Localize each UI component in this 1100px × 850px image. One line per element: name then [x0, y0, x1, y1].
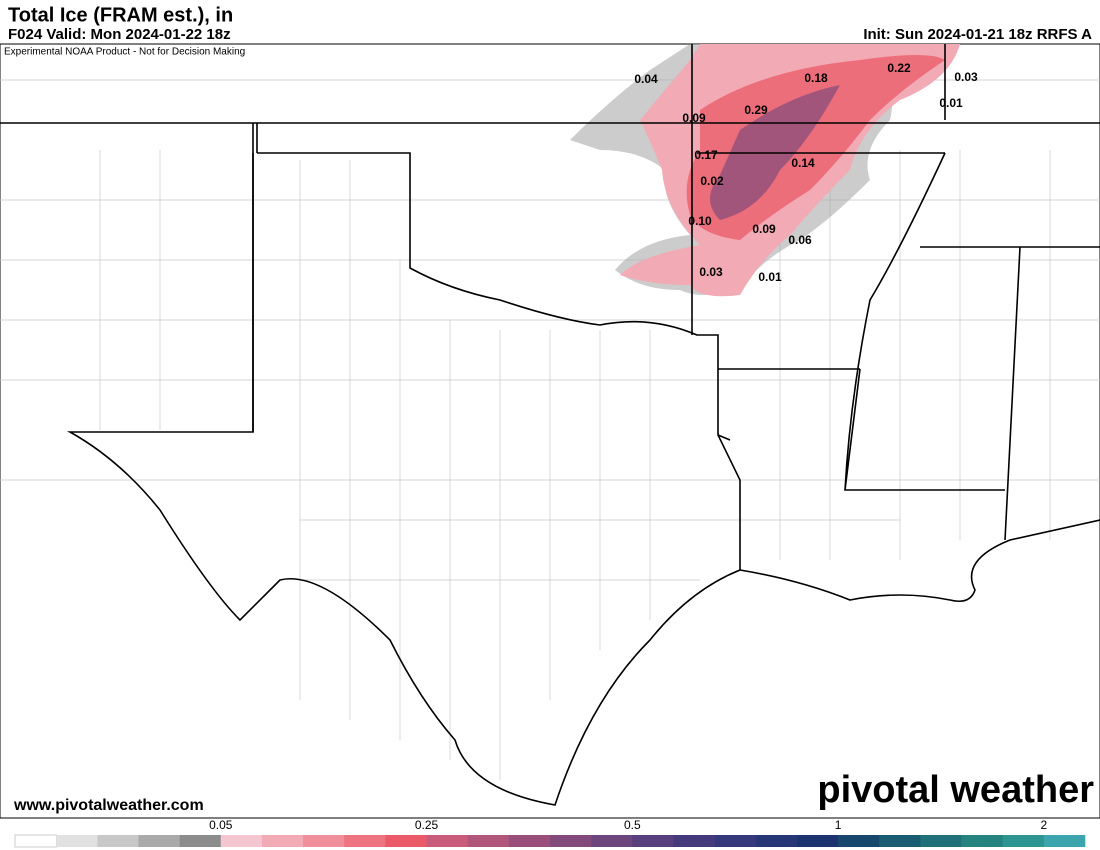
colorbar-swatch [303, 835, 345, 847]
colorbar-swatch [838, 835, 880, 847]
init-time: Init: Sun 2024-01-21 18z RRFS A [863, 26, 1092, 43]
colorbar-swatch [961, 835, 1003, 847]
colorbar-swatch [879, 835, 921, 847]
point-label: 0.18 [804, 71, 828, 85]
colorbar-swatch [344, 835, 386, 847]
colorbar-swatch [1043, 835, 1086, 847]
colorbar-swatch [14, 834, 57, 848]
point-label: 0.04 [634, 72, 658, 86]
colorbar-swatch [920, 835, 962, 847]
point-label: 0.17 [694, 148, 718, 162]
colorbar-swatch [220, 835, 263, 847]
point-label: 0.01 [758, 270, 782, 284]
colorbar-swatch [138, 835, 180, 847]
logo: pivotal weather [817, 769, 1094, 811]
colorbar-tick-label: 0.25 [415, 818, 439, 832]
colorbar-tick-label: 1 [835, 818, 842, 832]
point-label: 0.22 [887, 61, 911, 75]
valid-time: F024 Valid: Mon 2024-01-22 18z [8, 26, 231, 43]
colorbar-tick-label: 2 [1041, 818, 1048, 832]
colorbar-swatch [550, 835, 592, 847]
colorbar-swatch [426, 835, 468, 847]
map-frame [0, 43, 1100, 819]
point-label: 0.03 [699, 265, 723, 279]
colorbar-swatch [796, 835, 839, 847]
colorbar-swatch [385, 835, 427, 847]
colorbar-swatch [714, 835, 757, 847]
title: Total Ice (FRAM est.), in [8, 4, 233, 26]
colorbar-swatch [261, 835, 304, 847]
point-label: 0.09 [752, 222, 776, 236]
colorbar-swatch [1002, 835, 1045, 847]
website: www.pivotalweather.com [13, 797, 204, 814]
ice-field [570, 44, 960, 297]
point-label: 0.02 [700, 174, 724, 188]
point-label: 0.06 [788, 233, 812, 247]
disclaimer: Experimental NOAA Product - Not for Deci… [4, 47, 245, 58]
colorbar-swatch [673, 835, 715, 847]
colorbar-swatch [179, 835, 222, 847]
colorbar-tick-label: 0.05 [209, 818, 233, 832]
colorbar-tick-label: 0.5 [624, 818, 641, 832]
colorbar-swatch [755, 835, 798, 847]
colorbar-swatch [467, 835, 510, 847]
colorbar-swatch [56, 835, 98, 847]
point-label: 0.14 [791, 156, 815, 170]
colorbar-swatch [591, 835, 633, 847]
point-label: 0.10 [688, 214, 712, 228]
colorbar-swatch [632, 835, 674, 847]
point-label: 0.03 [954, 70, 978, 84]
point-label: 0.29 [744, 103, 768, 117]
colorbar-swatch [97, 835, 139, 847]
colorbar-swatch [508, 835, 551, 847]
point-label: 0.01 [939, 96, 963, 110]
point-label: 0.09 [682, 111, 706, 125]
state-borders [0, 44, 1100, 806]
